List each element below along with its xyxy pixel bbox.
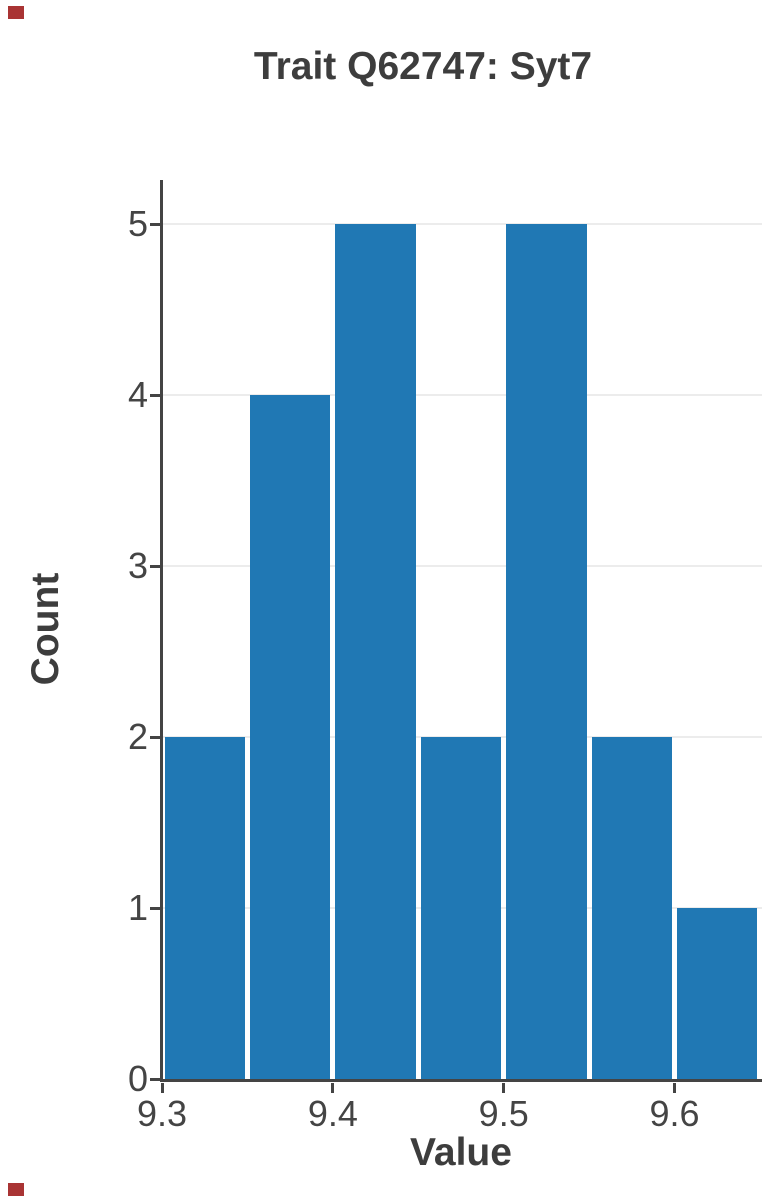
y-tick-label: 0 <box>127 1058 148 1099</box>
y-tick <box>149 564 160 568</box>
gridline <box>162 394 762 397</box>
histogram-bar <box>420 737 502 1079</box>
y-tick-label: 4 <box>127 374 148 416</box>
histogram-bar <box>164 737 245 1079</box>
y-tick <box>149 1077 160 1081</box>
x-tick <box>673 1083 677 1093</box>
x-tick-label: 9.3 <box>136 1093 188 1134</box>
y-tick <box>149 906 160 910</box>
x-tick-label: 9.4 <box>307 1093 358 1134</box>
histogram-bar <box>335 224 416 1079</box>
x-tick-label: 9.6 <box>649 1093 700 1134</box>
histogram-bar <box>249 395 331 1079</box>
y-tick-label: 2 <box>127 716 148 758</box>
x-tick <box>160 1083 164 1093</box>
histogram-bar <box>506 224 587 1079</box>
y-tick <box>149 735 160 739</box>
histogram-bar <box>591 737 673 1079</box>
y-tick-label: 3 <box>127 545 148 587</box>
corner-marker <box>8 6 24 19</box>
y-tick <box>149 393 160 397</box>
x-axis-line <box>159 1079 762 1082</box>
y-tick <box>149 222 160 226</box>
y-axis-label: Count <box>24 572 67 686</box>
x-axis-label: Value <box>410 1131 512 1174</box>
histogram-bar <box>677 908 758 1079</box>
gridline <box>162 565 762 568</box>
y-tick-label: 5 <box>127 203 148 245</box>
chart-title: Trait Q62747: Syt7 <box>253 45 593 88</box>
x-tick <box>331 1083 335 1093</box>
gridline <box>162 223 762 226</box>
x-tick <box>502 1083 506 1093</box>
y-axis-line <box>159 180 163 1082</box>
corner-marker <box>8 1183 24 1196</box>
y-tick-label: 1 <box>127 887 148 929</box>
x-tick-label: 9.5 <box>478 1093 529 1134</box>
